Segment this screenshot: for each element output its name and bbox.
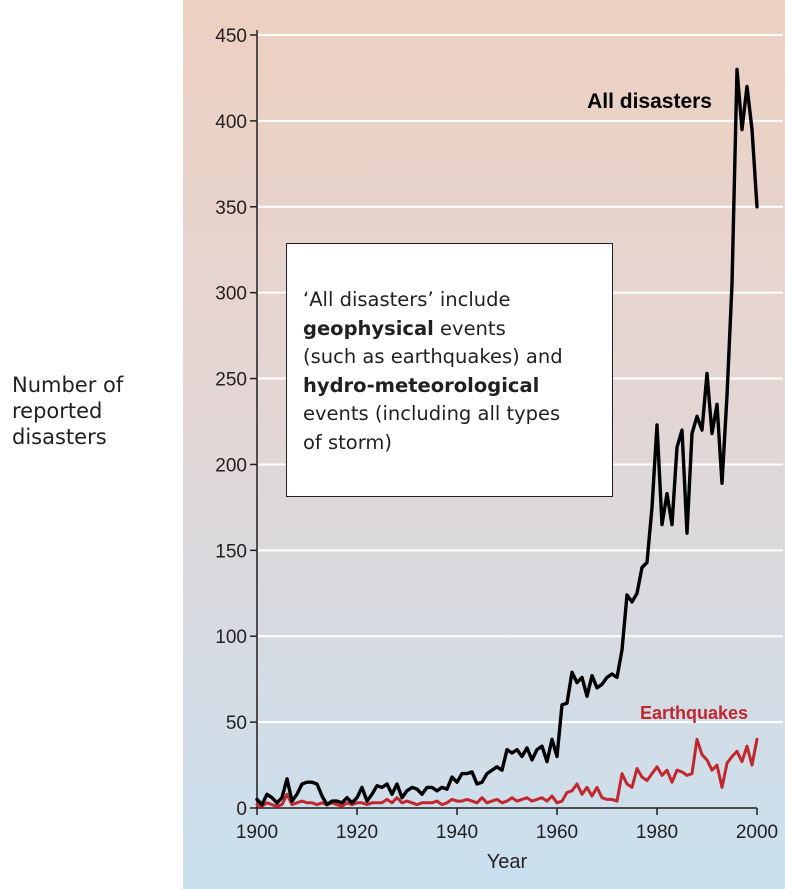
note-line-1: ‘All disasters’ include bbox=[303, 288, 511, 311]
y-tick-label: 300 bbox=[215, 284, 247, 305]
series-line-earthquakes bbox=[255, 737, 759, 808]
y-axis-side-label-line: reported bbox=[12, 399, 103, 423]
tick-labels: 0 50 100 150 200 250 300 350 400 450 1900 1920 1940 1… bbox=[215, 26, 778, 843]
y-tick-label: 150 bbox=[215, 541, 247, 562]
y-tick-label: 350 bbox=[215, 198, 247, 219]
y-axis-side-label-line: Number of bbox=[12, 373, 124, 397]
y-axis-side-label-line: disasters bbox=[12, 425, 107, 449]
x-tick-label: 1980 bbox=[636, 822, 678, 843]
y-tick-label: 200 bbox=[215, 455, 247, 476]
annotation-all-disasters: All disasters bbox=[587, 90, 712, 113]
note-box: ‘All disasters’ include geophysical even… bbox=[286, 243, 613, 497]
x-tick-label: 1920 bbox=[336, 822, 378, 843]
series-line-all-disasters bbox=[255, 67, 759, 807]
x-tick-label: 2000 bbox=[736, 822, 778, 843]
note-line-6: of storm) bbox=[303, 430, 393, 454]
y-tick-label: 450 bbox=[215, 26, 247, 47]
x-tick-label: 1940 bbox=[436, 822, 478, 843]
note-bold-hydro: hydro-meteorological bbox=[303, 373, 540, 397]
note-line-3: (such as earthquakes) and bbox=[303, 345, 563, 368]
note-line-2: geophysical events bbox=[303, 315, 598, 344]
axes bbox=[250, 30, 758, 815]
note-line-4: hydro-meteorological bbox=[303, 372, 598, 401]
y-tick-label: 250 bbox=[215, 370, 247, 391]
y-tick-label: 0 bbox=[236, 799, 247, 820]
note-line-5: events (including all types bbox=[303, 402, 561, 425]
note-line-2-rest: events bbox=[433, 316, 506, 340]
x-axis-label: Year bbox=[487, 851, 528, 873]
y-tick-label: 400 bbox=[215, 112, 247, 133]
y-tick-label: 100 bbox=[215, 627, 247, 648]
note-bold-geophysical: geophysical bbox=[303, 316, 434, 340]
y-axis-side-label: Number of reported disasters bbox=[12, 372, 162, 450]
y-tick-label: 50 bbox=[226, 713, 247, 734]
x-tick-label: 1900 bbox=[236, 822, 278, 843]
annotation-earthquakes: Earthquakes bbox=[640, 703, 748, 723]
x-tick-label: 1960 bbox=[536, 822, 578, 843]
series-lines bbox=[255, 67, 759, 808]
